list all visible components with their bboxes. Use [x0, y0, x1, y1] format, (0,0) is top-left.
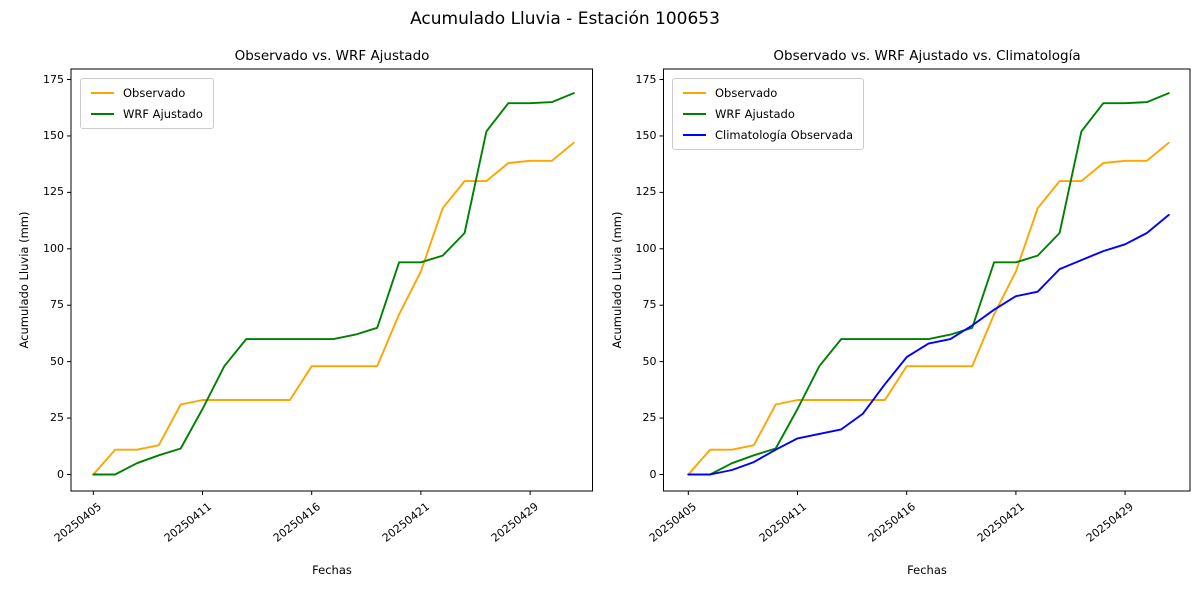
y-tick-label: 100	[43, 241, 64, 255]
series-line-climatología-observada	[687, 213, 1170, 476]
right-x-axis-label: Fechas	[907, 563, 947, 577]
wrf-line-swatch	[91, 113, 114, 115]
observado-line-swatch	[91, 92, 114, 94]
y-tick-label: 75	[642, 298, 657, 312]
series-line-observado	[92, 141, 575, 476]
series-line-observado	[687, 141, 1170, 476]
wrf-line-swatch	[683, 113, 706, 115]
y-tick-label: 50	[642, 354, 657, 368]
right-legend: Observado WRF Ajustado Climatología Obse…	[672, 78, 864, 150]
legend-entry: Climatología Observada	[683, 128, 853, 142]
left-x-axis-label: Fechas	[312, 563, 352, 577]
series-line-wrf-ajustado	[92, 92, 575, 476]
legend-entry: WRF Ajustado	[91, 107, 203, 121]
legend-entry: Observado	[91, 86, 203, 100]
y-tick-label: 175	[43, 72, 64, 86]
legend-entry: Observado	[683, 86, 853, 100]
y-tick-label: 150	[43, 128, 64, 142]
y-tick-label: 175	[635, 72, 657, 86]
y-tick-label: 125	[43, 185, 64, 199]
observado-line-swatch	[683, 92, 706, 94]
figure-suptitle: Acumulado Lluvia - Estación 100653	[410, 9, 720, 29]
y-tick-label: 25	[50, 411, 64, 425]
y-tick-label: 0	[57, 467, 64, 481]
legend-label: Observado	[715, 86, 778, 100]
left-plot-title: Observado vs. WRF Ajustado	[234, 48, 430, 64]
legend-label: WRF Ajustado	[123, 107, 203, 121]
axes-frame	[663, 68, 1191, 492]
axes-frame	[70, 68, 593, 492]
right-y-axis-label: Acumulado Lluvia (mm)	[610, 211, 624, 349]
series-line-wrf-ajustado	[687, 92, 1170, 476]
y-tick-label: 125	[635, 185, 657, 199]
y-tick-label: 50	[50, 354, 64, 368]
y-tick-label: 75	[50, 298, 64, 312]
y-tick-label: 0	[649, 467, 657, 481]
legend-label: Climatología Observada	[715, 128, 853, 142]
legend-label: WRF Ajustado	[715, 107, 795, 121]
climatologia-line-swatch	[683, 134, 706, 136]
right-plot-title: Observado vs. WRF Ajustado vs. Climatolo…	[773, 48, 1081, 64]
left-legend: Observado WRF Ajustado	[80, 78, 214, 129]
y-tick-label: 150	[635, 128, 657, 142]
legend-entry: WRF Ajustado	[683, 107, 853, 121]
y-tick-label: 100	[635, 241, 657, 255]
left-y-axis-label: Acumulado Lluvia (mm)	[17, 211, 31, 349]
legend-label: Observado	[123, 86, 186, 100]
y-tick-label: 25	[642, 411, 657, 425]
